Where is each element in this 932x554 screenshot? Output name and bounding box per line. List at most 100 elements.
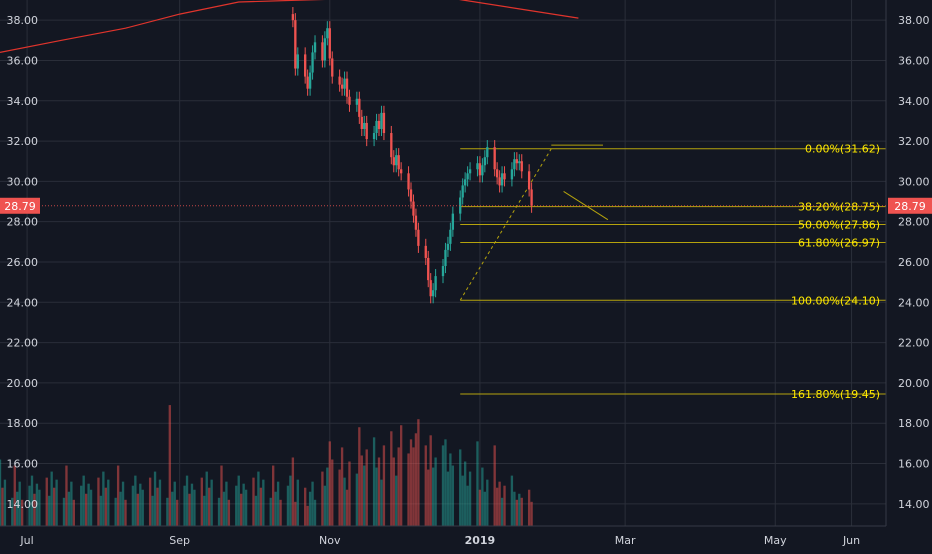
- candle-body: [498, 177, 501, 186]
- volume-bar: [65, 465, 68, 526]
- candle-body: [296, 54, 299, 69]
- x-tick-label: Jul: [19, 534, 33, 547]
- volume-bar: [395, 475, 398, 526]
- volume-bar: [124, 499, 127, 526]
- candle-body: [527, 171, 531, 190]
- volume-bar: [417, 419, 420, 526]
- volume-bar: [227, 499, 231, 526]
- volume-bar: [97, 477, 100, 526]
- volume-bar: [139, 483, 142, 526]
- volume-bar: [461, 475, 464, 526]
- volume-bar: [434, 457, 437, 526]
- candle-body: [463, 179, 467, 186]
- volume-bar: [498, 481, 501, 526]
- volume-bar: [158, 479, 162, 526]
- candle-body: [481, 165, 484, 176]
- y-tick-label-right: 18.00: [898, 417, 930, 430]
- candle-body: [348, 96, 351, 105]
- y-tick-label-right: 36.00: [898, 54, 930, 67]
- volume-bar: [190, 483, 194, 526]
- volume-bar: [166, 497, 169, 526]
- y-tick-label-right: 30.00: [898, 175, 930, 188]
- candle-body: [414, 215, 418, 230]
- y-tick-label-left: 36.00: [7, 54, 39, 67]
- volume-bar: [153, 471, 157, 526]
- volume-bar: [89, 489, 93, 526]
- candle-body: [382, 112, 386, 134]
- volume-bar: [478, 489, 482, 526]
- volume-bar: [269, 497, 272, 526]
- candle-body: [429, 280, 432, 297]
- volume-bar: [82, 475, 85, 526]
- volume-bar: [151, 495, 154, 526]
- volume-bar: [193, 489, 196, 526]
- last-price-badge-right: [888, 197, 932, 214]
- volume-bar: [363, 465, 366, 526]
- volume-bar: [104, 487, 107, 526]
- volume-bar: [62, 497, 66, 526]
- volume-bar: [328, 441, 331, 526]
- volume-bar: [397, 447, 400, 526]
- candle-body: [375, 120, 378, 134]
- candle-body: [483, 157, 487, 166]
- last-price-label-left: 28.79: [4, 200, 36, 213]
- volume-bar: [296, 479, 299, 526]
- fibonacci-retracement[interactable]: 0.00%(31.62) 38.20%(28.75) 50.00%(27.86) 61…: [459, 143, 886, 401]
- volume-bar: [358, 427, 361, 526]
- x-tick-label: Jun: [842, 534, 860, 547]
- candlesticks[interactable]: [291, 7, 533, 304]
- volume-bar: [326, 467, 329, 526]
- candle-body: [478, 163, 482, 176]
- volume-bar: [294, 501, 297, 526]
- candle-body: [326, 28, 329, 39]
- candle-body: [461, 185, 464, 198]
- volume-bar: [407, 453, 410, 526]
- volume-bar: [446, 471, 450, 526]
- volume-bar: [338, 469, 341, 526]
- candle-body: [308, 72, 312, 89]
- volume-bar: [372, 437, 376, 526]
- volume-bar: [13, 465, 16, 526]
- volume-bar: [0, 459, 2, 526]
- volume-bar: [390, 431, 393, 526]
- volume-bar: [176, 499, 179, 526]
- volume-bar: [210, 479, 213, 526]
- volume-bar: [20, 499, 24, 526]
- y-tick-label-right: 22.00: [898, 337, 930, 350]
- candle-body: [331, 58, 334, 77]
- volume-bar: [313, 499, 317, 526]
- volume-bar: [11, 497, 14, 526]
- candle-body: [390, 133, 393, 158]
- candle-body: [397, 155, 400, 170]
- volume-bar: [375, 467, 378, 526]
- volume-bar: [16, 491, 19, 526]
- volume-bar: [38, 489, 41, 526]
- volume-bar: [481, 467, 484, 526]
- volume-bar: [156, 487, 159, 526]
- volume-bar: [399, 425, 403, 526]
- volume-bar: [55, 479, 58, 526]
- volume-bar: [116, 465, 120, 526]
- y-tick-label-left: 28.00: [7, 216, 39, 229]
- volume-bar: [348, 461, 351, 526]
- volume-bar: [134, 475, 137, 526]
- candle-body: [515, 159, 519, 164]
- volume-bar: [225, 481, 228, 526]
- candle-body: [392, 157, 395, 166]
- volume-bar: [171, 491, 174, 526]
- candle-body: [377, 120, 381, 129]
- volume-bar: [28, 485, 31, 526]
- y-tick-label-left: 32.00: [7, 135, 39, 148]
- candle-body: [343, 78, 346, 89]
- y-tick-label-left: 30.00: [7, 175, 39, 188]
- volume-bar: [48, 495, 51, 526]
- volume-bar: [429, 435, 432, 526]
- volume-bar: [527, 489, 531, 526]
- volume-bar: [237, 475, 240, 526]
- volume-bar: [67, 491, 71, 526]
- candle-body: [444, 249, 447, 267]
- candle-body: [513, 159, 516, 170]
